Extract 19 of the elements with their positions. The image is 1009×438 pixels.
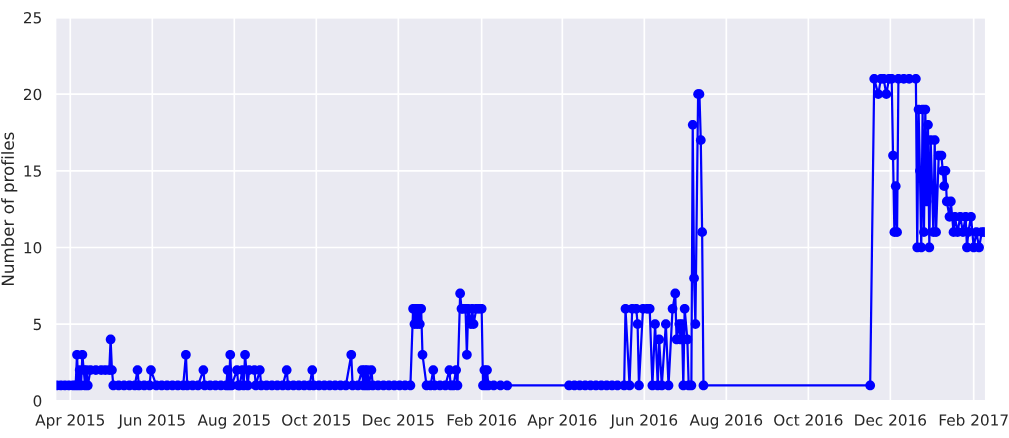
x-tick-label: Jun 2015 bbox=[117, 414, 185, 429]
x-tick-label: Dec 2016 bbox=[855, 414, 927, 426]
x-tick-label: Apr 2016 bbox=[527, 414, 597, 429]
x-tick-label: Jun 2016 bbox=[609, 414, 678, 429]
y-tick-label: 0 bbox=[33, 395, 42, 407]
y-axis-title: Number of profiles bbox=[1, 132, 18, 285]
x-tick-label: Feb 2017 bbox=[939, 413, 1008, 426]
x-tick-label: Oct 2015 bbox=[282, 414, 351, 426]
x-tick-label: Apr 2015 bbox=[35, 414, 105, 429]
x-tick-label: Oct 2016 bbox=[774, 414, 843, 426]
x-tick-label: Aug 2015 bbox=[197, 414, 270, 429]
x-tick-label: Dec 2015 bbox=[363, 414, 434, 426]
x-tick-label: Aug 2016 bbox=[689, 414, 763, 429]
y-tick-label: 10 bbox=[24, 241, 42, 254]
x-tick-label: Feb 2016 bbox=[447, 413, 517, 426]
y-tick-label: 25 bbox=[23, 11, 41, 24]
y-tick-label: 15 bbox=[24, 165, 41, 177]
y-tick-label: 5 bbox=[33, 318, 41, 331]
y-tick-label: 20 bbox=[23, 88, 42, 101]
